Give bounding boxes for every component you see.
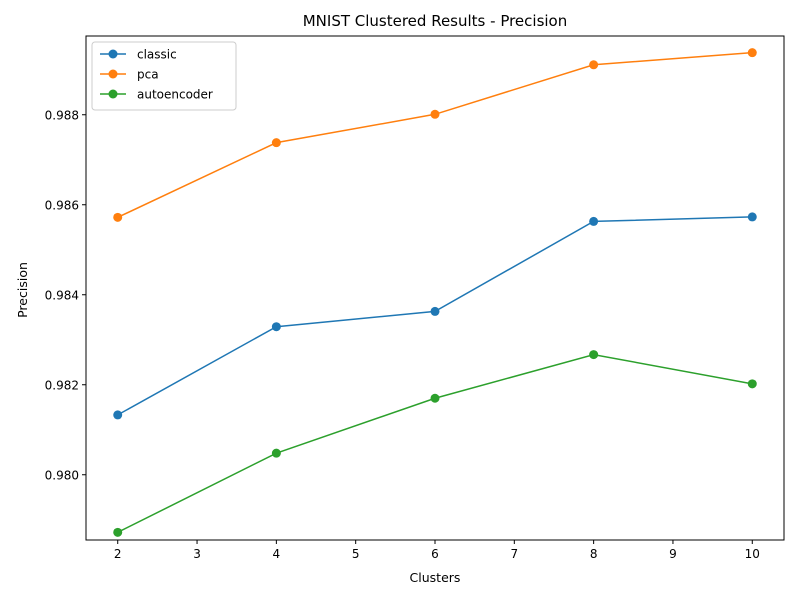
data-point-pca xyxy=(430,109,440,119)
legend-frame xyxy=(91,41,237,111)
x-tick-label: 6 xyxy=(431,547,439,561)
y-tick-label: 0.980 xyxy=(45,468,79,482)
data-point-autoencoder xyxy=(589,350,599,360)
x-tick-label: 4 xyxy=(273,547,281,561)
data-point-pca xyxy=(113,212,123,222)
x-tick-label: 7 xyxy=(510,547,518,561)
data-point-classic xyxy=(271,322,281,332)
legend-item-pca: pca xyxy=(100,68,159,82)
x-tick-label: 10 xyxy=(745,547,760,561)
y-axis-label: Precision xyxy=(15,262,30,318)
axis-ticks: 2 3 4 5 6 7 8 9 10 0.980 0.982 0.984 0.986 0.988 xyxy=(45,108,760,561)
data-point-classic xyxy=(430,306,440,316)
y-tick-label: 0.982 xyxy=(45,378,79,392)
x-tick-label: 9 xyxy=(669,547,677,561)
data-point-classic xyxy=(747,212,757,222)
legend-label: classic xyxy=(137,48,177,62)
legend: classic pca autoencoder xyxy=(91,41,237,111)
data-point-autoencoder xyxy=(747,379,757,389)
data-point-pca xyxy=(747,48,757,58)
y-tick-label: 0.986 xyxy=(45,198,79,212)
x-axis-label: Clusters xyxy=(410,570,461,585)
legend-marker xyxy=(108,49,118,59)
data-point-autoencoder xyxy=(271,448,281,458)
legend-label: autoencoder xyxy=(137,88,213,102)
x-tick-label: 5 xyxy=(352,547,360,561)
x-tick-label: 3 xyxy=(193,547,201,561)
plot-area xyxy=(113,48,757,537)
legend-item-classic: classic xyxy=(100,48,177,62)
data-point-pca xyxy=(589,60,599,70)
series-classic xyxy=(113,212,757,420)
data-point-autoencoder xyxy=(113,527,123,537)
series-autoencoder xyxy=(113,350,757,537)
legend-label: pca xyxy=(137,68,159,82)
chart-title: MNIST Clustered Results - Precision xyxy=(303,12,568,30)
legend-marker xyxy=(108,69,118,79)
series-pca xyxy=(113,48,757,222)
legend-item-autoencoder: autoencoder xyxy=(100,88,213,102)
x-tick-label: 8 xyxy=(590,547,598,561)
data-point-classic xyxy=(113,410,123,420)
y-tick-label: 0.988 xyxy=(45,108,79,122)
y-tick-label: 0.984 xyxy=(45,288,79,302)
data-point-classic xyxy=(589,216,599,226)
data-point-pca xyxy=(271,138,281,148)
data-point-autoencoder xyxy=(430,393,440,403)
legend-marker xyxy=(108,89,118,99)
x-tick-label: 2 xyxy=(114,547,122,561)
